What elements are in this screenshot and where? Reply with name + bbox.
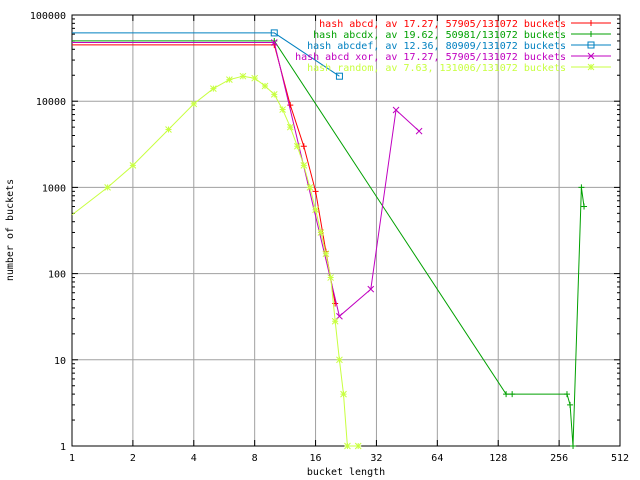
- x-tick-label: 512: [611, 453, 629, 464]
- data-point: [327, 274, 335, 281]
- data-point: [279, 106, 286, 113]
- legend-item: hash random, av 7.63, 131006/131072 buck…: [307, 63, 611, 74]
- x-tick-label: 256: [550, 453, 568, 464]
- data-point: [567, 401, 574, 408]
- data-point: [336, 312, 343, 320]
- data-point: [312, 188, 319, 195]
- data-point: [331, 317, 339, 325]
- data-point: [287, 102, 294, 109]
- y-axis-title: number of buckets: [5, 179, 16, 281]
- data-point: [129, 162, 137, 169]
- x-tick-label: 32: [370, 453, 382, 464]
- data-point: [503, 391, 510, 398]
- x-tick-label: 8: [252, 453, 258, 464]
- data-point: [322, 250, 330, 258]
- data-point: [340, 390, 347, 398]
- data-point: [588, 31, 594, 37]
- axis-ticks: 1 2 4 8 16 32 64 128 256 512 1 10 100 1000 10000 100000: [30, 11, 629, 464]
- data-point: [270, 91, 278, 98]
- series-3: [72, 29, 343, 80]
- series-lines: [71, 29, 588, 450]
- legend-item: hash abcd, av 17.27, 57905/131072 bucket…: [319, 19, 611, 30]
- data-point: [392, 106, 400, 114]
- legend-label: hash random, av 7.63, 131006/131072 buck…: [307, 63, 566, 74]
- series-5: [71, 72, 362, 450]
- x-tick-label: 128: [489, 453, 507, 464]
- data-point: [509, 391, 516, 398]
- data-point: [587, 41, 595, 49]
- legend-label: hash abcdef, av 12.36, 80909/131072 buck…: [307, 41, 566, 52]
- data-point: [581, 203, 588, 210]
- grid: [72, 15, 620, 446]
- data-point: [251, 74, 259, 82]
- data-point: [210, 85, 217, 92]
- x-tick-label: 64: [431, 453, 443, 464]
- data-point: [587, 52, 595, 60]
- y-tick-label: 10: [54, 356, 66, 367]
- y-tick-label: 1: [60, 442, 66, 453]
- y-tick-label: 100000: [30, 11, 66, 22]
- data-point: [300, 162, 308, 169]
- y-tick-label: 10000: [36, 97, 66, 108]
- data-point: [270, 29, 278, 37]
- data-point: [190, 100, 198, 108]
- legend-item: hash abcd xor, av 17.27, 57905/131072 bu…: [295, 52, 611, 63]
- data-point: [563, 391, 570, 398]
- data-point: [570, 443, 577, 449]
- series-line: [72, 42, 420, 318]
- series-line: [72, 32, 340, 77]
- series-4: [72, 39, 423, 320]
- data-point: [270, 39, 278, 46]
- data-point: [336, 356, 343, 364]
- x-tick-label: 1: [69, 453, 75, 464]
- data-point: [578, 184, 585, 191]
- legend-label: hash abcd xor, av 17.27, 57905/131072 bu…: [295, 52, 566, 63]
- legend-item: hash abcdx, av 19.62, 50981/131072 bucke…: [313, 30, 611, 41]
- x-tick-label: 16: [310, 453, 322, 464]
- data-point: [286, 123, 294, 131]
- data-point: [306, 184, 314, 191]
- data-point: [415, 127, 423, 135]
- legend-label: hash abcd, av 17.27, 57905/131072 bucket…: [319, 19, 566, 30]
- legend-label: hash abcdx, av 19.62, 50981/131072 bucke…: [313, 30, 566, 41]
- data-point: [261, 82, 269, 90]
- data-point: [588, 20, 594, 26]
- data-point: [239, 72, 247, 80]
- data-point: [317, 229, 325, 236]
- x-tick-label: 2: [130, 453, 136, 464]
- x-tick-label: 4: [191, 453, 197, 464]
- y-tick-label: 1000: [42, 183, 66, 194]
- data-point: [344, 442, 351, 450]
- data-point: [293, 142, 301, 150]
- data-point: [367, 285, 375, 293]
- data-point: [300, 143, 307, 150]
- data-point: [354, 442, 362, 450]
- data-point: [335, 72, 343, 80]
- y-tick-label: 100: [48, 270, 66, 281]
- data-point: [165, 126, 172, 133]
- legend: hash abcd, av 17.27, 57905/131072 bucket…: [295, 19, 611, 74]
- legend-item: hash abcdef, av 12.36, 80909/131072 buck…: [307, 41, 611, 52]
- data-point: [226, 76, 233, 83]
- data-point: [587, 63, 595, 71]
- data-point: [312, 206, 319, 214]
- x-axis-title: bucket length: [307, 467, 385, 478]
- data-point: [104, 184, 111, 191]
